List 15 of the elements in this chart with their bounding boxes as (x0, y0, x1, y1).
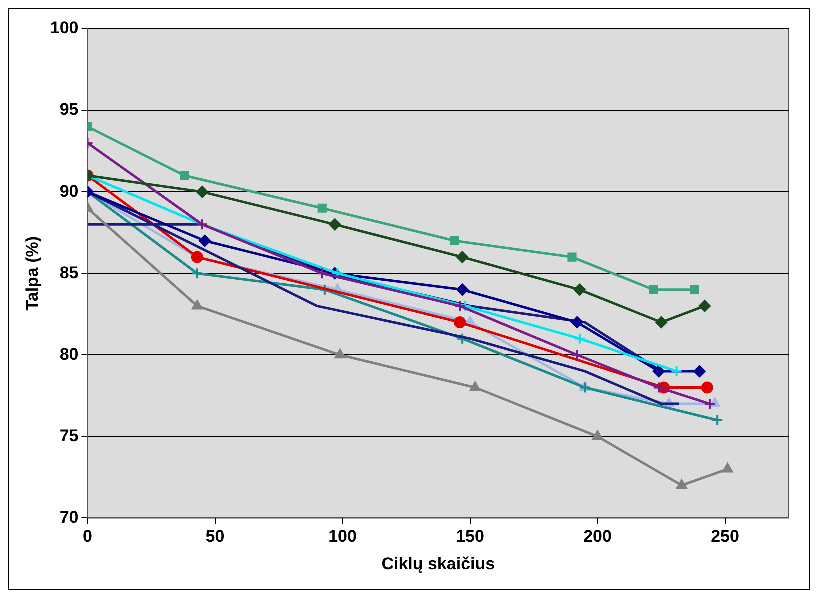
x-tick-label: 250 (711, 527, 740, 546)
y-tick-label: 70 (60, 508, 79, 527)
y-axis-title: Talpa (%) (22, 236, 42, 311)
x-axis-title: Ciklų skaičius (382, 554, 496, 574)
x-tick-label: 150 (456, 527, 484, 546)
x-tick-label: 100 (328, 527, 357, 546)
y-tick-label: 100 (50, 18, 79, 38)
y-tick-label: 95 (60, 100, 79, 120)
y-tick-label: 75 (60, 426, 79, 446)
x-tick-label: 0 (83, 527, 92, 546)
y-tick-label: 90 (60, 182, 79, 201)
y-tick-label: 85 (60, 263, 79, 282)
x-tick-label: 50 (206, 527, 225, 546)
y-tick-label: 80 (60, 344, 79, 364)
x-tick-label: 200 (584, 527, 612, 546)
